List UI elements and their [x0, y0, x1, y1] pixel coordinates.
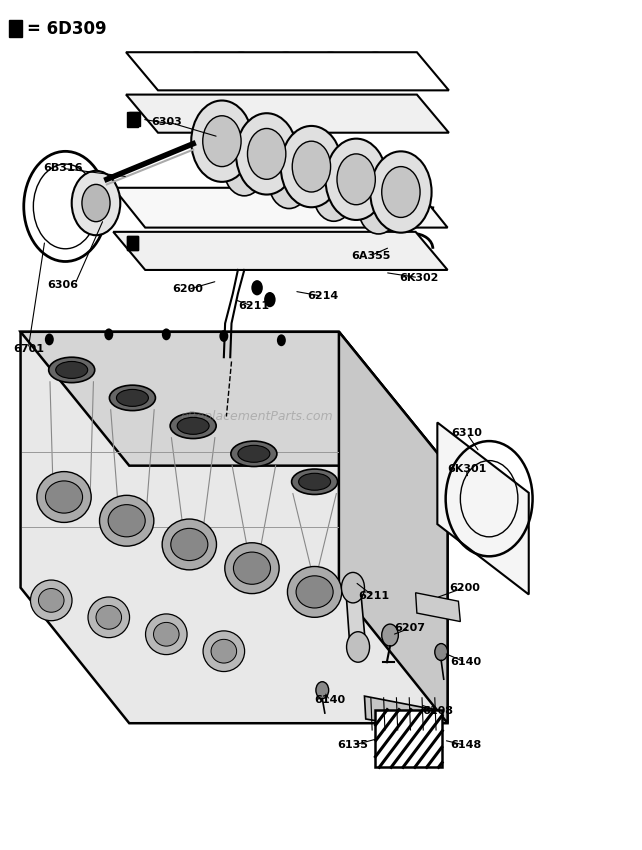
Text: 6211: 6211	[238, 302, 269, 311]
Ellipse shape	[96, 605, 121, 629]
Text: 6140: 6140	[450, 657, 482, 667]
Circle shape	[191, 100, 252, 182]
Polygon shape	[21, 332, 447, 466]
Ellipse shape	[39, 588, 64, 612]
Bar	[376, 710, 442, 768]
Ellipse shape	[170, 413, 216, 439]
Bar	[9, 20, 22, 37]
Ellipse shape	[153, 622, 179, 646]
Circle shape	[268, 155, 309, 208]
Polygon shape	[263, 162, 307, 194]
Circle shape	[316, 682, 329, 699]
Text: 6211: 6211	[358, 591, 389, 601]
Ellipse shape	[116, 389, 148, 406]
Text: 6135: 6135	[338, 740, 369, 751]
Polygon shape	[345, 581, 366, 654]
Ellipse shape	[291, 469, 338, 495]
Circle shape	[342, 572, 365, 603]
Circle shape	[435, 643, 447, 660]
Bar	[127, 112, 138, 127]
Circle shape	[382, 167, 420, 218]
Text: 6303: 6303	[152, 116, 182, 127]
Ellipse shape	[30, 580, 72, 620]
Polygon shape	[365, 696, 440, 732]
Ellipse shape	[299, 473, 331, 490]
Ellipse shape	[56, 361, 88, 378]
Text: 6207: 6207	[394, 623, 425, 633]
Polygon shape	[339, 332, 447, 723]
Ellipse shape	[49, 357, 95, 382]
Ellipse shape	[234, 552, 270, 584]
Circle shape	[251, 280, 263, 296]
Text: 6108: 6108	[422, 706, 453, 716]
Bar	[129, 111, 140, 126]
Text: 6B316: 6B316	[43, 163, 82, 173]
Polygon shape	[113, 232, 447, 270]
Circle shape	[220, 330, 229, 342]
Polygon shape	[415, 592, 460, 621]
Ellipse shape	[162, 519, 216, 570]
Circle shape	[264, 292, 275, 307]
Ellipse shape	[211, 639, 237, 663]
Text: 6K302: 6K302	[399, 273, 438, 282]
Circle shape	[370, 151, 431, 233]
Text: 6701: 6701	[13, 343, 44, 354]
Text: = 6D309: = 6D309	[27, 20, 107, 37]
Text: 6A355: 6A355	[352, 251, 391, 261]
Ellipse shape	[171, 529, 208, 560]
Circle shape	[358, 179, 399, 234]
Ellipse shape	[146, 614, 187, 654]
Circle shape	[382, 624, 398, 646]
Circle shape	[337, 154, 376, 205]
Ellipse shape	[109, 385, 155, 411]
Ellipse shape	[108, 505, 145, 537]
Polygon shape	[308, 175, 352, 207]
Ellipse shape	[238, 445, 270, 462]
Circle shape	[82, 184, 110, 222]
Circle shape	[72, 171, 120, 235]
Ellipse shape	[296, 575, 333, 608]
Polygon shape	[126, 94, 449, 133]
Polygon shape	[437, 422, 529, 594]
Ellipse shape	[225, 543, 279, 593]
Text: 6148: 6148	[450, 740, 482, 751]
Circle shape	[292, 141, 331, 192]
Ellipse shape	[288, 566, 342, 617]
Circle shape	[203, 116, 241, 167]
Text: 6K301: 6K301	[447, 464, 486, 474]
Circle shape	[281, 126, 342, 207]
Polygon shape	[21, 332, 447, 723]
Text: 6306: 6306	[48, 280, 78, 290]
Bar	[127, 236, 138, 251]
Polygon shape	[113, 188, 447, 228]
Ellipse shape	[231, 441, 277, 467]
Ellipse shape	[100, 496, 154, 547]
Circle shape	[224, 142, 265, 196]
Circle shape	[162, 328, 171, 340]
Ellipse shape	[46, 481, 83, 513]
Polygon shape	[219, 150, 262, 181]
Circle shape	[277, 334, 286, 346]
Text: eReplacementParts.com: eReplacementParts.com	[181, 410, 333, 423]
Text: 6140: 6140	[315, 695, 346, 706]
Circle shape	[325, 139, 387, 220]
Bar	[127, 236, 138, 251]
Polygon shape	[353, 188, 396, 219]
Polygon shape	[126, 52, 449, 90]
Circle shape	[104, 328, 113, 340]
Ellipse shape	[37, 472, 91, 523]
Text: 6310: 6310	[451, 428, 482, 439]
Ellipse shape	[88, 597, 130, 638]
Ellipse shape	[177, 417, 209, 434]
Circle shape	[247, 128, 286, 179]
Text: 6200: 6200	[449, 582, 480, 592]
Circle shape	[347, 632, 370, 662]
Circle shape	[236, 113, 297, 195]
Text: 6200: 6200	[173, 285, 204, 294]
Circle shape	[45, 333, 54, 345]
Text: 6214: 6214	[307, 292, 338, 301]
Circle shape	[313, 167, 354, 221]
Ellipse shape	[203, 631, 245, 672]
